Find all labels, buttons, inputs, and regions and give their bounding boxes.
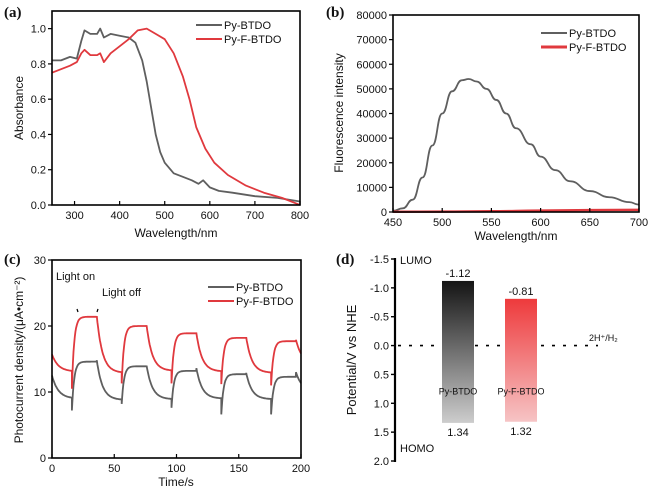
panel-a-xtick-label: 800: [291, 210, 309, 222]
panel-a-ytick-label: 0.6: [31, 94, 46, 106]
panel-a-xlabel: Wavelength/nm: [135, 226, 218, 240]
panel-b-ytick-label: 40000: [356, 109, 387, 121]
series-line-py-btdo: [51, 360, 302, 415]
annotation-light-off: Light off: [102, 287, 142, 299]
panel-d-ytick-label: 1.0: [374, 398, 389, 410]
panel-b: (b) 450 500 550 600 650 700 0 10000 20000 30000 40…: [326, 5, 648, 243]
series-line-py-btdo: [392, 78, 640, 212]
panel-c-xlabel: Time/s: [158, 475, 194, 489]
homo-value-label: 1.32: [510, 426, 531, 438]
panel-a: (a) 300 400 500 600 700 800 0.0 0.2 0.4 0.6 0.8 1.0…: [4, 5, 309, 240]
legend-label-py-f-btdo: Py-F-BTDO: [224, 34, 282, 46]
panel-a-ytick-label: 0.0: [31, 200, 46, 212]
panel-a-ytick-label: 0.4: [31, 129, 46, 141]
panel-d-ytick-label: -1.5: [370, 254, 389, 266]
panel-d-ytick-label: -1.0: [370, 283, 389, 295]
panel-b-legend: Py-BTDO Py-F-BTDO: [541, 28, 627, 54]
panel-c-ytick-label: 20: [34, 321, 46, 333]
panel-d-ytick-label: 2.0: [374, 456, 389, 468]
panel-d-label: (d): [336, 252, 354, 268]
panel-c-xtick-label: 200: [292, 463, 310, 475]
panel-a-ylabel: Absorbance: [12, 76, 26, 140]
panel-b-xtick-label: 700: [630, 217, 648, 229]
legend-label-py-btdo: Py-BTDO: [224, 20, 272, 32]
panel-d-ytick-label: 0.5: [374, 369, 389, 381]
panel-b-label: (b): [326, 5, 344, 21]
panel-d-ytick-label: 1.5: [374, 427, 389, 439]
panel-b-ytick-label: 60000: [356, 59, 387, 71]
light-on-marker: [76, 308, 79, 313]
legend-label-py-btdo: Py-BTDO: [236, 282, 284, 294]
panel-d-ytick-label: -0.5: [370, 312, 389, 324]
legend-label-py-btdo: Py-BTDO: [569, 28, 617, 40]
panel-c-xtick-label: 50: [108, 463, 120, 475]
panel-a-xtick-label: 400: [110, 210, 128, 222]
series-line-py-btdo: [52, 27, 301, 203]
panel-a-xtick-label: 700: [246, 210, 264, 222]
panel-c-ytick-label: 10: [34, 387, 46, 399]
reference-line-label: 2H⁺/H₂: [589, 333, 618, 343]
legend-label-py-f-btdo: Py-F-BTDO: [236, 296, 294, 308]
panel-b-ytick-label: 50000: [356, 84, 387, 96]
panel-b-xtick-label: 600: [531, 217, 549, 229]
panel-b-xtick-label: 650: [581, 217, 599, 229]
lumo-label: LUMO: [400, 255, 432, 267]
panel-d-ylabel: Potential/V vs NHE: [344, 304, 359, 415]
homo-value-label: 1.34: [447, 427, 468, 439]
series-line-py-f-btdo: [51, 27, 301, 206]
panel-b-ytick-label: 30000: [356, 133, 387, 145]
panel-a-xtick-label: 600: [201, 210, 219, 222]
legend-label-py-f-btdo: Py-F-BTDO: [569, 42, 627, 54]
category-label: Py-F-BTDO: [498, 387, 545, 397]
panel-b-ytick-label: 70000: [356, 35, 387, 47]
panel-a-label: (a): [4, 5, 22, 21]
panel-c-ylabel: Photocurrent density/(μA•cm⁻²): [12, 277, 26, 444]
panel-b-ytick-label: 10000: [356, 182, 387, 194]
panel-a-frame: [51, 10, 301, 206]
panel-c-label: (c): [4, 252, 21, 268]
lumo-value-label: -1.12: [445, 268, 470, 280]
panel-a-ytick-label: 0.2: [31, 165, 46, 177]
panel-a-ytick-label: 0.8: [31, 59, 46, 71]
panel-a-xtick-label: 300: [65, 210, 83, 222]
panel-d: (d) -1.12 1.34 Py-BTDO -0.81 1.32 Py-F-BTDO -…: [336, 252, 618, 468]
panel-b-xtick-label: 550: [482, 217, 500, 229]
panel-b-ytick-label: 80000: [356, 10, 387, 22]
band-bar-py-btdo: [442, 280, 474, 423]
light-off-marker: [96, 308, 99, 313]
band-bar-py-f-btdo: [505, 298, 537, 422]
lumo-value-label: -0.81: [508, 286, 533, 298]
panel-c-xtick-label: 150: [230, 463, 248, 475]
panel-b-xlabel: Wavelength/nm: [475, 229, 558, 243]
panel-b-xtick-label: 450: [384, 217, 402, 229]
panel-c-ytick-label: 0: [40, 453, 46, 465]
panel-d-ytick-label: 0.0: [374, 341, 389, 353]
homo-label: HOMO: [400, 443, 435, 455]
panel-c-xtick-label: 0: [49, 463, 55, 475]
panel-c-ytick-label: 30: [34, 255, 46, 267]
panel-c: (c) 0 50 100 150 200 0 10 20 30 Time/s Photocurr…: [4, 252, 310, 489]
panel-a-xtick-label: 500: [156, 210, 174, 222]
annotation-light-on: Light on: [56, 271, 95, 283]
panel-b-ylabel: Fluorescence intensity: [332, 53, 346, 172]
category-label: Py-BTDO: [439, 387, 478, 397]
panel-c-legend: Py-BTDO Py-F-BTDO: [208, 282, 294, 308]
series-line-py-f-btdo: [51, 315, 302, 389]
panel-a-ytick-label: 1.0: [31, 24, 46, 36]
panel-b-xtick-label: 500: [433, 217, 451, 229]
panel-c-xtick-label: 100: [167, 463, 185, 475]
panel-b-ytick-label: 0: [381, 207, 387, 219]
panel-b-ytick-label: 20000: [356, 158, 387, 170]
panel-a-legend: Py-BTDO Py-F-BTDO: [196, 20, 282, 46]
